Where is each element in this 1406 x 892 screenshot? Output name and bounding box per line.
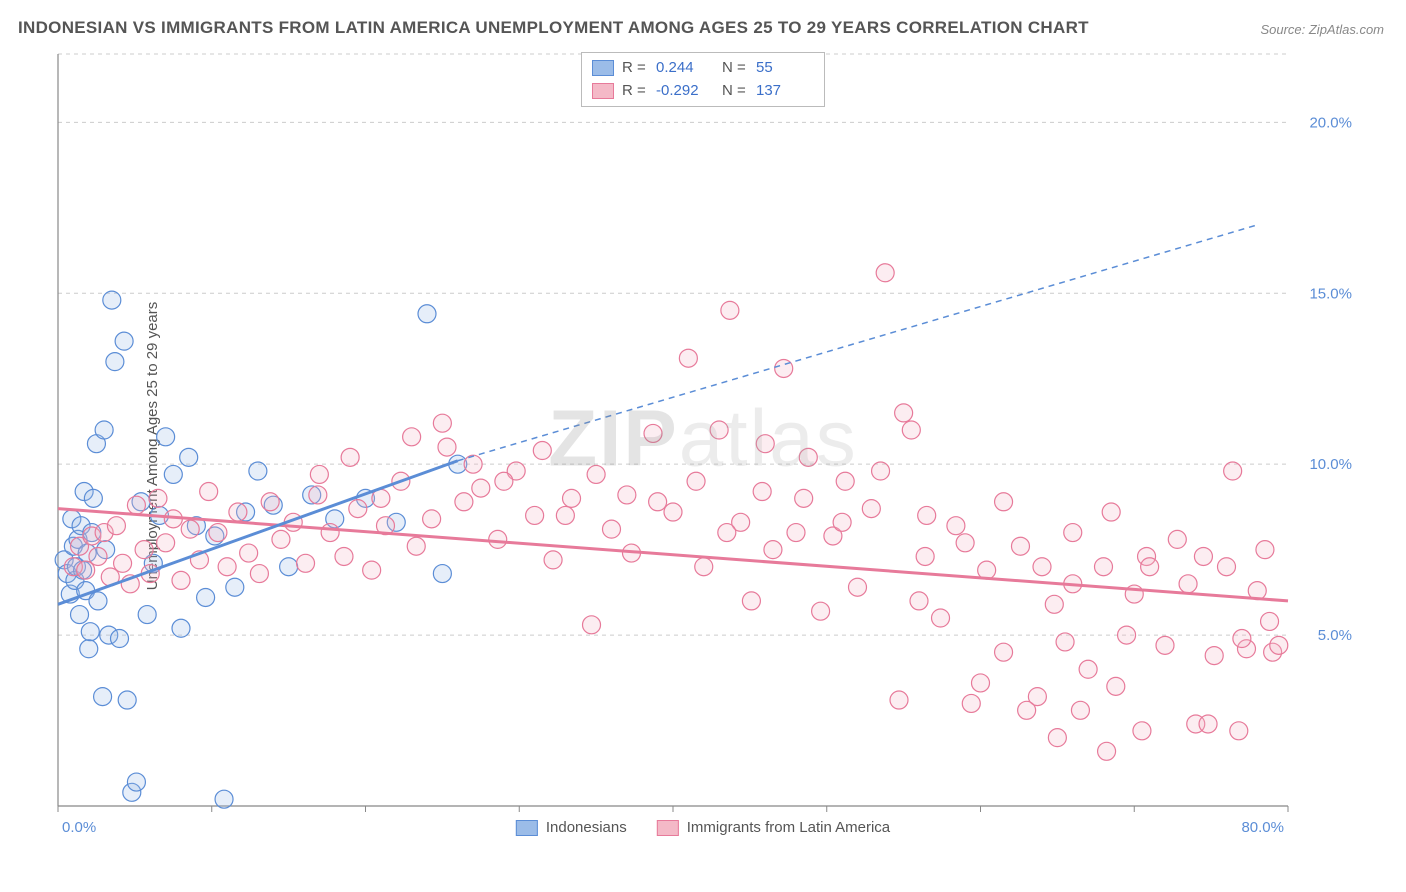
swatch-indonesians <box>516 820 538 836</box>
series-legend: Indonesians Immigrants from Latin Americ… <box>516 819 890 836</box>
scatter-svg: 5.0% 10.0% 15.0% 20.0% 0.0% 80.0% <box>48 48 1358 838</box>
svg-text:5.0%: 5.0% <box>1318 627 1352 644</box>
swatch-latin <box>592 83 614 99</box>
legend-item-indonesians: Indonesians <box>516 819 627 836</box>
svg-text:80.0%: 80.0% <box>1241 819 1284 836</box>
svg-text:10.0%: 10.0% <box>1309 456 1352 473</box>
n-value-indonesians: 55 <box>756 57 814 80</box>
legend-row-indonesians: R = 0.244 N = 55 <box>592 57 814 80</box>
chart-title: INDONESIAN VS IMMIGRANTS FROM LATIN AMER… <box>18 18 1089 38</box>
swatch-indonesians <box>592 60 614 76</box>
r-value-indonesians: 0.244 <box>656 57 714 80</box>
svg-text:20.0%: 20.0% <box>1309 114 1352 131</box>
plot-area: ZIPatlas 5.0%10.0%15.0%20.0%0.0%80.0% R … <box>48 48 1358 838</box>
n-value-latin: 137 <box>756 80 814 103</box>
r-value-latin: -0.292 <box>656 80 714 103</box>
source-label: Source: ZipAtlas.com <box>1260 22 1384 37</box>
n-label: N = <box>722 57 748 80</box>
r-label: R = <box>622 80 648 103</box>
n-label: N = <box>722 80 748 103</box>
legend-label: Immigrants from Latin America <box>687 819 890 836</box>
r-label: R = <box>622 57 648 80</box>
legend-row-latin: R = -0.292 N = 137 <box>592 80 814 103</box>
svg-text:0.0%: 0.0% <box>62 819 96 836</box>
legend-label: Indonesians <box>546 819 627 836</box>
swatch-latin <box>657 820 679 836</box>
correlation-legend: R = 0.244 N = 55 R = -0.292 N = 137 <box>581 52 825 107</box>
svg-text:15.0%: 15.0% <box>1309 285 1352 302</box>
legend-item-latin: Immigrants from Latin America <box>657 819 890 836</box>
